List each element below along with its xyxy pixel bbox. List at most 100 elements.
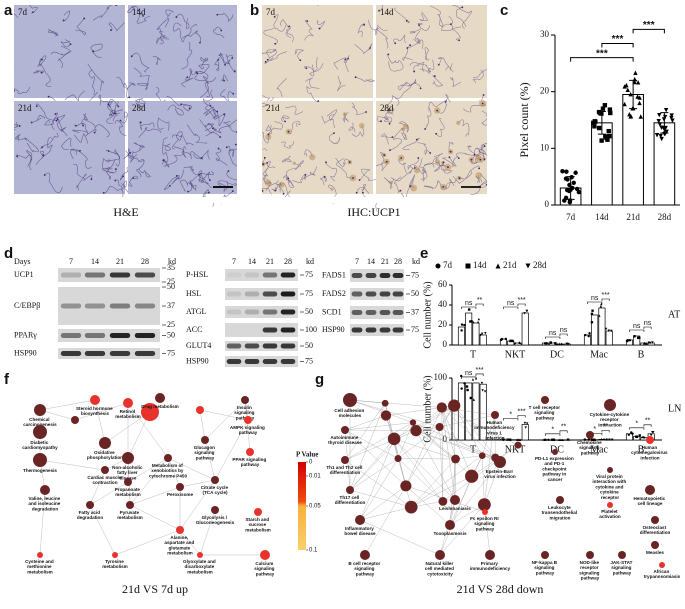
cell-membrane — [301, 166, 318, 181]
network-edge — [441, 407, 519, 446]
jitter-point — [470, 320, 473, 323]
unit-label: kd — [168, 257, 176, 266]
cell-membrane — [206, 77, 217, 98]
network-edge — [364, 485, 407, 556]
cell-membrane — [202, 188, 210, 198]
cell-membrane — [304, 19, 314, 41]
jitter-point — [523, 421, 527, 425]
network-edge — [453, 405, 456, 501]
subplot-label: LN — [668, 403, 681, 414]
cell-membrane — [189, 170, 214, 191]
jitter-point — [567, 198, 573, 203]
subplot-label: AT — [668, 309, 680, 320]
network-node — [478, 452, 486, 460]
jitter-point — [544, 438, 547, 442]
jitter-point — [559, 438, 563, 442]
sig-bracket — [475, 303, 484, 306]
node-label: Valine, leucine and isoleucine degradati… — [28, 496, 61, 511]
stain — [402, 123, 409, 130]
jitter-point — [563, 176, 569, 181]
nucleus — [318, 27, 321, 30]
cell-membrane — [419, 11, 428, 21]
network-node — [343, 393, 357, 407]
cell-membrane — [440, 15, 454, 31]
node-label: Glyoxylate and dicarboxylate metabolism — [183, 559, 217, 574]
node-label: Starch and sucrose metabolism — [245, 517, 271, 532]
blot-strip — [225, 269, 298, 281]
cell-membrane — [452, 5, 467, 27]
network-node — [409, 419, 417, 426]
nucleus — [437, 63, 440, 66]
cell-membrane — [218, 52, 226, 66]
jitter-point — [469, 396, 473, 400]
cell-membrane — [336, 158, 354, 179]
marker-label: 50 — [305, 307, 313, 316]
band — [280, 343, 296, 349]
cell-membrane — [294, 49, 305, 61]
sig-label: * — [509, 411, 512, 418]
sig-label: ns — [560, 327, 568, 334]
band — [134, 303, 156, 309]
cell-membrane — [224, 54, 233, 66]
nucleus — [483, 145, 486, 147]
cell-membrane — [266, 49, 277, 61]
jitter-point — [590, 312, 594, 316]
nucleus — [117, 105, 120, 108]
jitter-point — [607, 329, 610, 332]
jitter-point — [588, 332, 591, 335]
cell-membrane — [293, 160, 304, 171]
network-node — [646, 436, 654, 444]
network-node — [494, 456, 506, 468]
jitter-point — [466, 388, 469, 392]
jitter-point — [510, 339, 513, 343]
network-edge — [349, 458, 399, 491]
network-node — [514, 441, 522, 449]
cell-membrane — [388, 60, 404, 72]
nucleus — [358, 179, 361, 181]
panel-label: c — [500, 2, 508, 19]
network-node — [86, 501, 94, 509]
network-edge — [411, 455, 483, 508]
sig-label: ** — [561, 424, 567, 431]
network-edge — [484, 511, 491, 556]
node-label: NF-kappa B signaling pathway — [532, 560, 559, 575]
network-node — [126, 501, 134, 509]
network-edge — [411, 476, 472, 508]
stain — [264, 179, 272, 187]
nucleus — [207, 191, 210, 194]
sig-label: * — [635, 421, 638, 428]
jitter-point — [476, 320, 480, 324]
jitter-point — [591, 438, 594, 441]
nucleus — [273, 15, 276, 18]
marker-label: 50 — [305, 341, 313, 350]
blot-strip — [225, 288, 298, 300]
caption: 21d VS 7d up — [122, 582, 188, 596]
jitter-point — [481, 389, 484, 392]
jitter-point — [649, 433, 653, 437]
panel-label: a — [4, 2, 13, 19]
x-tick-label: 7d — [566, 212, 576, 222]
network-node — [176, 526, 184, 534]
sig-label: ** — [477, 297, 483, 304]
cell-membrane — [138, 127, 162, 138]
network-edge — [114, 529, 181, 556]
cell-membrane — [183, 166, 198, 175]
network-node — [164, 454, 172, 462]
cell-membrane — [389, 128, 403, 151]
nucleus — [223, 79, 225, 82]
network-node — [482, 509, 488, 515]
nucleus — [419, 87, 422, 90]
sig-bracket — [570, 57, 634, 62]
nucleus — [114, 112, 117, 115]
jitter-point — [631, 432, 634, 435]
nucleus — [282, 192, 285, 195]
cell-membrane — [309, 56, 318, 77]
jitter-point — [638, 336, 641, 339]
cell-membrane — [476, 145, 486, 154]
nucleus — [479, 158, 482, 161]
band — [244, 343, 260, 349]
nucleus — [199, 41, 201, 44]
band-label: C/EBPβ — [14, 301, 40, 310]
unit-label: kd — [412, 257, 420, 266]
nucleus — [389, 149, 391, 152]
